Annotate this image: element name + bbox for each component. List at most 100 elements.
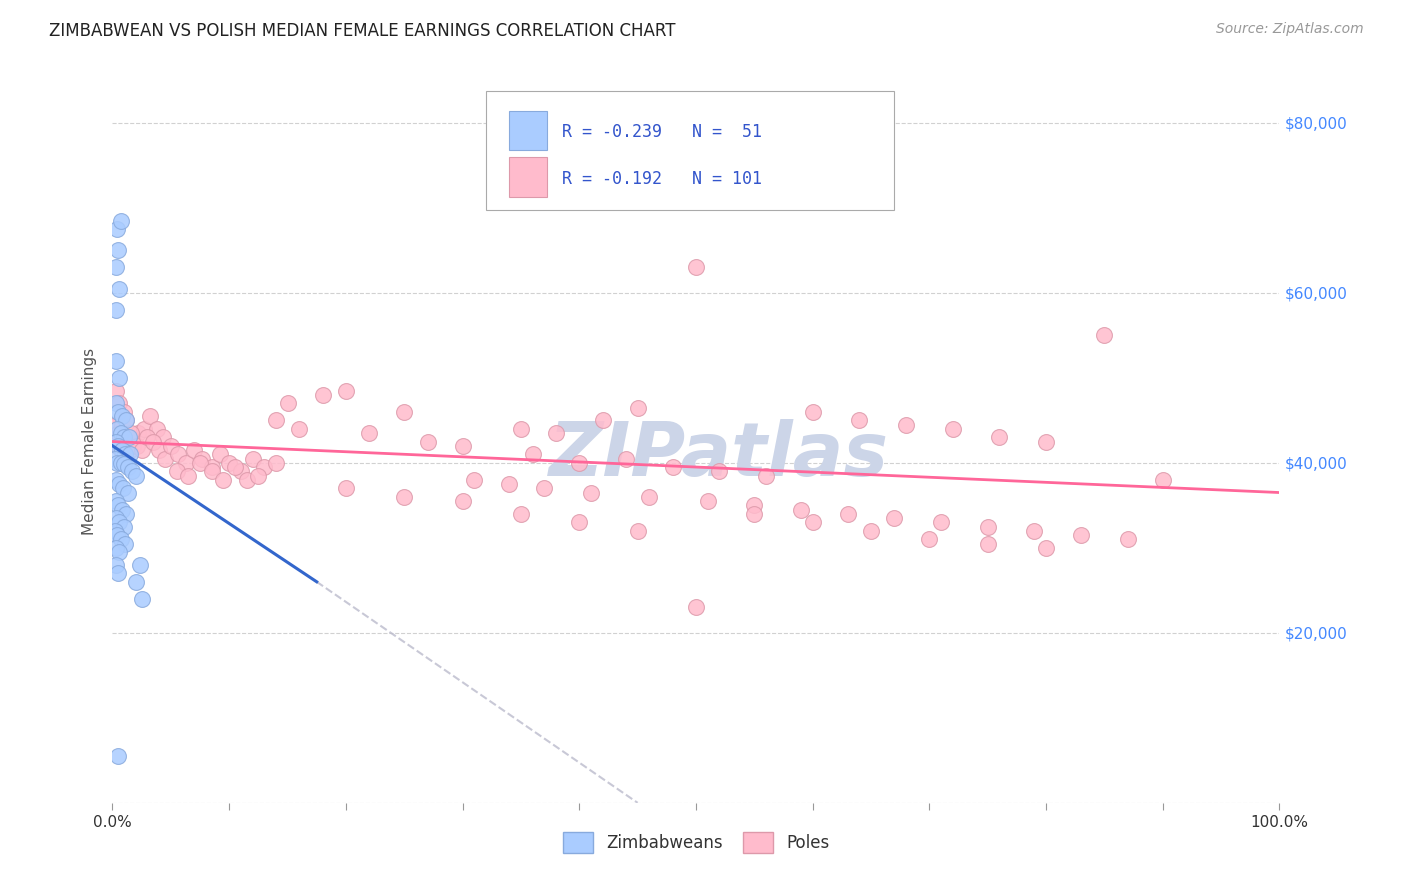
FancyBboxPatch shape [509,111,547,151]
Point [918,533,941,547]
Point [929,516,952,530]
Point [1116,533,1139,547]
Point [104,302,127,317]
Point [942,422,965,436]
Point [121,464,143,478]
Point [801,405,824,419]
Point [837,507,859,521]
Point [544,425,567,440]
Point [638,490,661,504]
Point [110,213,132,227]
Point [107,566,129,581]
Point [242,451,264,466]
Point [201,460,224,475]
Point [152,430,174,444]
Point [801,516,824,530]
Point [614,451,637,466]
Point [174,456,197,470]
Point [117,460,139,475]
Point [183,443,205,458]
Point [114,447,136,461]
Point [229,464,252,478]
Point [120,425,142,440]
Point [108,516,131,530]
Point [112,458,135,472]
Point [148,443,170,458]
Point [105,456,128,470]
Text: Source: ZipAtlas.com: Source: ZipAtlas.com [1216,22,1364,37]
Point [107,439,129,453]
Point [118,447,141,461]
Point [112,430,135,444]
Text: R = -0.192   N = 101: R = -0.192 N = 101 [562,170,762,188]
Point [131,443,153,458]
Point [685,260,707,275]
Point [416,434,439,449]
Point [744,507,766,521]
Point [118,443,141,458]
Point [1035,434,1057,449]
Point [860,524,883,538]
Point [568,516,591,530]
Point [108,545,131,559]
Point [264,413,287,427]
Point [105,422,128,436]
Point [976,519,998,533]
Point [127,425,149,440]
Point [105,222,128,236]
Point [125,439,148,453]
Point [107,425,129,440]
Point [744,498,766,512]
Point [264,456,287,470]
Point [110,456,132,470]
Point [988,430,1011,444]
Point [498,477,520,491]
Point [111,417,134,432]
Point [359,425,381,440]
Point [122,439,145,453]
Point [107,498,129,512]
Point [696,494,718,508]
Point [104,541,127,555]
Point [212,473,235,487]
Point [118,430,141,444]
Point [1024,524,1046,538]
Point [125,574,148,589]
Point [131,591,153,606]
Point [463,473,485,487]
Point [883,511,905,525]
Legend: Zimbabweans, Poles: Zimbabweans, Poles [555,826,837,860]
Point [110,413,132,427]
Point [104,473,127,487]
Point [111,502,134,516]
Point [142,434,165,449]
Point [1070,528,1092,542]
Point [191,451,214,466]
Point [288,422,311,436]
Text: ZIMBABWEAN VS POLISH MEDIAN FEMALE EARNINGS CORRELATION CHART: ZIMBABWEAN VS POLISH MEDIAN FEMALE EARNI… [49,22,676,40]
Point [105,528,128,542]
Point [114,447,136,461]
Point [579,485,602,500]
Point [111,443,134,458]
Point [104,384,127,398]
Point [111,409,134,423]
Point [253,460,276,475]
Point [177,468,200,483]
Point [104,511,127,525]
Point [709,464,731,478]
Point [112,405,135,419]
Point [208,447,231,461]
Point [105,439,128,453]
Point [117,485,139,500]
Point [129,558,152,572]
Point [568,456,591,470]
Point [160,439,183,453]
Point [136,430,159,444]
Text: ZIPatlas: ZIPatlas [550,419,890,492]
Point [166,464,188,478]
Point [592,413,614,427]
Point [110,425,132,440]
Point [848,413,870,427]
Point [335,384,357,398]
